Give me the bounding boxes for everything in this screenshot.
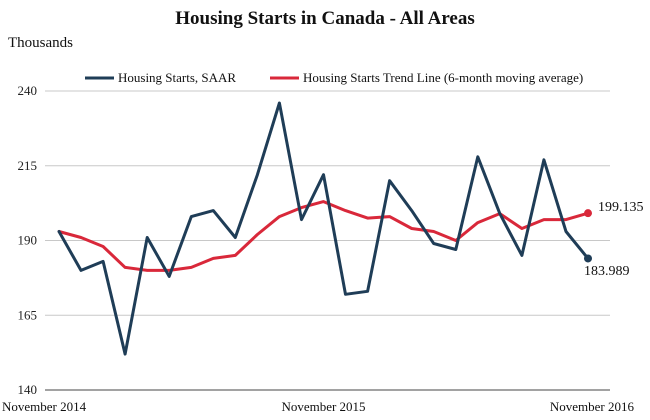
- legend-label-trend: Housing Starts Trend Line (6-month movin…: [303, 70, 583, 85]
- annotation-trend-end: 199.135: [598, 200, 644, 215]
- y-axis-label: Thousands: [8, 35, 73, 51]
- chart-title: Housing Starts in Canada - All Areas: [175, 8, 474, 29]
- legend-label-saar: Housing Starts, SAAR: [118, 70, 236, 85]
- series-endpoints: [584, 209, 592, 263]
- annotation-saar-end: 183.989: [584, 264, 630, 279]
- y-tick-215: 215: [18, 158, 38, 173]
- series-line-saar: [57, 101, 590, 356]
- x-tick-label-0: November 2014: [2, 399, 87, 414]
- x-tick-label-1: November 2015: [281, 399, 365, 414]
- x-tick-labels: November 2014 November 2015 November 2016: [2, 399, 634, 414]
- x-tick-label-2: November 2016: [550, 399, 635, 414]
- y-tick-labels: 140 165 190 215 240: [18, 83, 38, 397]
- gridlines: [45, 90, 610, 316]
- series-lines: [57, 101, 590, 356]
- y-tick-190: 190: [18, 233, 38, 248]
- y-tick-140: 140: [18, 382, 38, 397]
- y-tick-165: 165: [18, 307, 38, 322]
- series-line-trend: [57, 200, 590, 272]
- legend: Housing Starts, SAAR Housing Starts Tren…: [85, 70, 583, 85]
- y-tick-240: 240: [18, 83, 38, 98]
- endpoint-trend: [584, 209, 592, 218]
- endpoint-saar: [584, 254, 592, 263]
